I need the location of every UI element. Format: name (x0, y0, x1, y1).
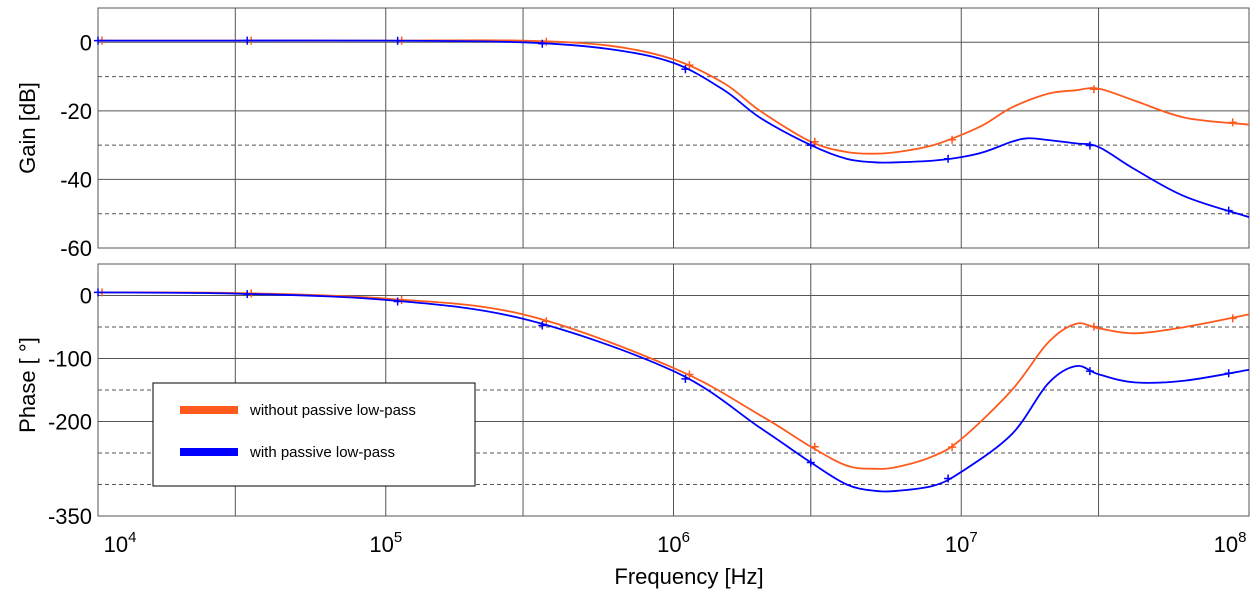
phase-y-tick-label: -100 (48, 347, 92, 372)
frequency-axis-title: Frequency [Hz] (614, 564, 763, 589)
gain-data-marker (1089, 85, 1098, 94)
phase-data-marker (542, 317, 551, 326)
gain-series-line-with (97, 39, 1250, 218)
gain-y-tick-label: -40 (60, 167, 92, 192)
gain-data-marker (393, 36, 402, 45)
phase-data-marker (681, 374, 690, 383)
phase-data-marker (538, 321, 547, 330)
gain-y-tick-label: 0 (80, 30, 92, 55)
legend-swatch-without (180, 406, 238, 414)
gain-y-tick-label: -60 (60, 236, 92, 261)
phase-axis-title: Phase [ °] (15, 337, 40, 433)
gain-data-marker (542, 37, 551, 46)
phase-data-marker (948, 443, 957, 452)
gain-data-marker (1228, 118, 1237, 127)
legend-box (152, 382, 476, 487)
x-tick-label: 106 (657, 529, 690, 557)
phase-data-marker (810, 442, 819, 451)
gain-data-marker (806, 141, 815, 150)
gain-panel: 0 -20 -40 -60 (60, 7, 1250, 261)
phase-y-tick-label: -200 (48, 410, 92, 435)
phase-data-marker (1228, 314, 1237, 323)
gain-data-marker (243, 36, 252, 45)
gain-data-marker (1224, 206, 1233, 215)
x-tick-label: 105 (369, 529, 402, 557)
phase-data-marker (1085, 367, 1094, 376)
phase-data-marker (944, 474, 953, 483)
phase-y-tick-label: 0 (80, 284, 92, 309)
x-tick-label: 104 (104, 529, 137, 557)
phase-data-marker (685, 370, 694, 379)
gain-data-marker (1085, 141, 1094, 150)
phase-data-marker (94, 288, 102, 297)
phase-data-marker (1089, 322, 1098, 331)
legend-swatch-with (180, 448, 238, 456)
phase-y-tick-label: -350 (48, 504, 92, 529)
gain-axis-title: Gain [dB] (15, 82, 40, 174)
legend-label-with: with passive low-pass (249, 444, 395, 461)
gain-data-marker (681, 65, 690, 74)
gain-data-marker (944, 154, 953, 163)
phase-data-marker (397, 296, 406, 305)
gain-data-marker (810, 137, 819, 146)
gain-y-tick-label: -20 (60, 99, 92, 124)
legend-label-without: without passive low-pass (249, 402, 416, 419)
phase-data-marker (806, 458, 815, 467)
phase-data-marker (243, 290, 252, 299)
phase-data-marker (393, 297, 402, 306)
gain-data-marker (538, 39, 547, 48)
phase-series-line-with (97, 291, 1250, 493)
gain-data-marker (685, 61, 694, 70)
legend: without passive low-pass with passive lo… (152, 382, 476, 487)
gain-data-marker (948, 135, 957, 144)
phase-data-marker (1224, 369, 1233, 378)
gain-data-marker (94, 36, 102, 45)
x-tick-label: 107 (945, 529, 978, 557)
gain-series-line-without (97, 39, 1250, 155)
x-tick-label: 108 (1214, 529, 1247, 557)
